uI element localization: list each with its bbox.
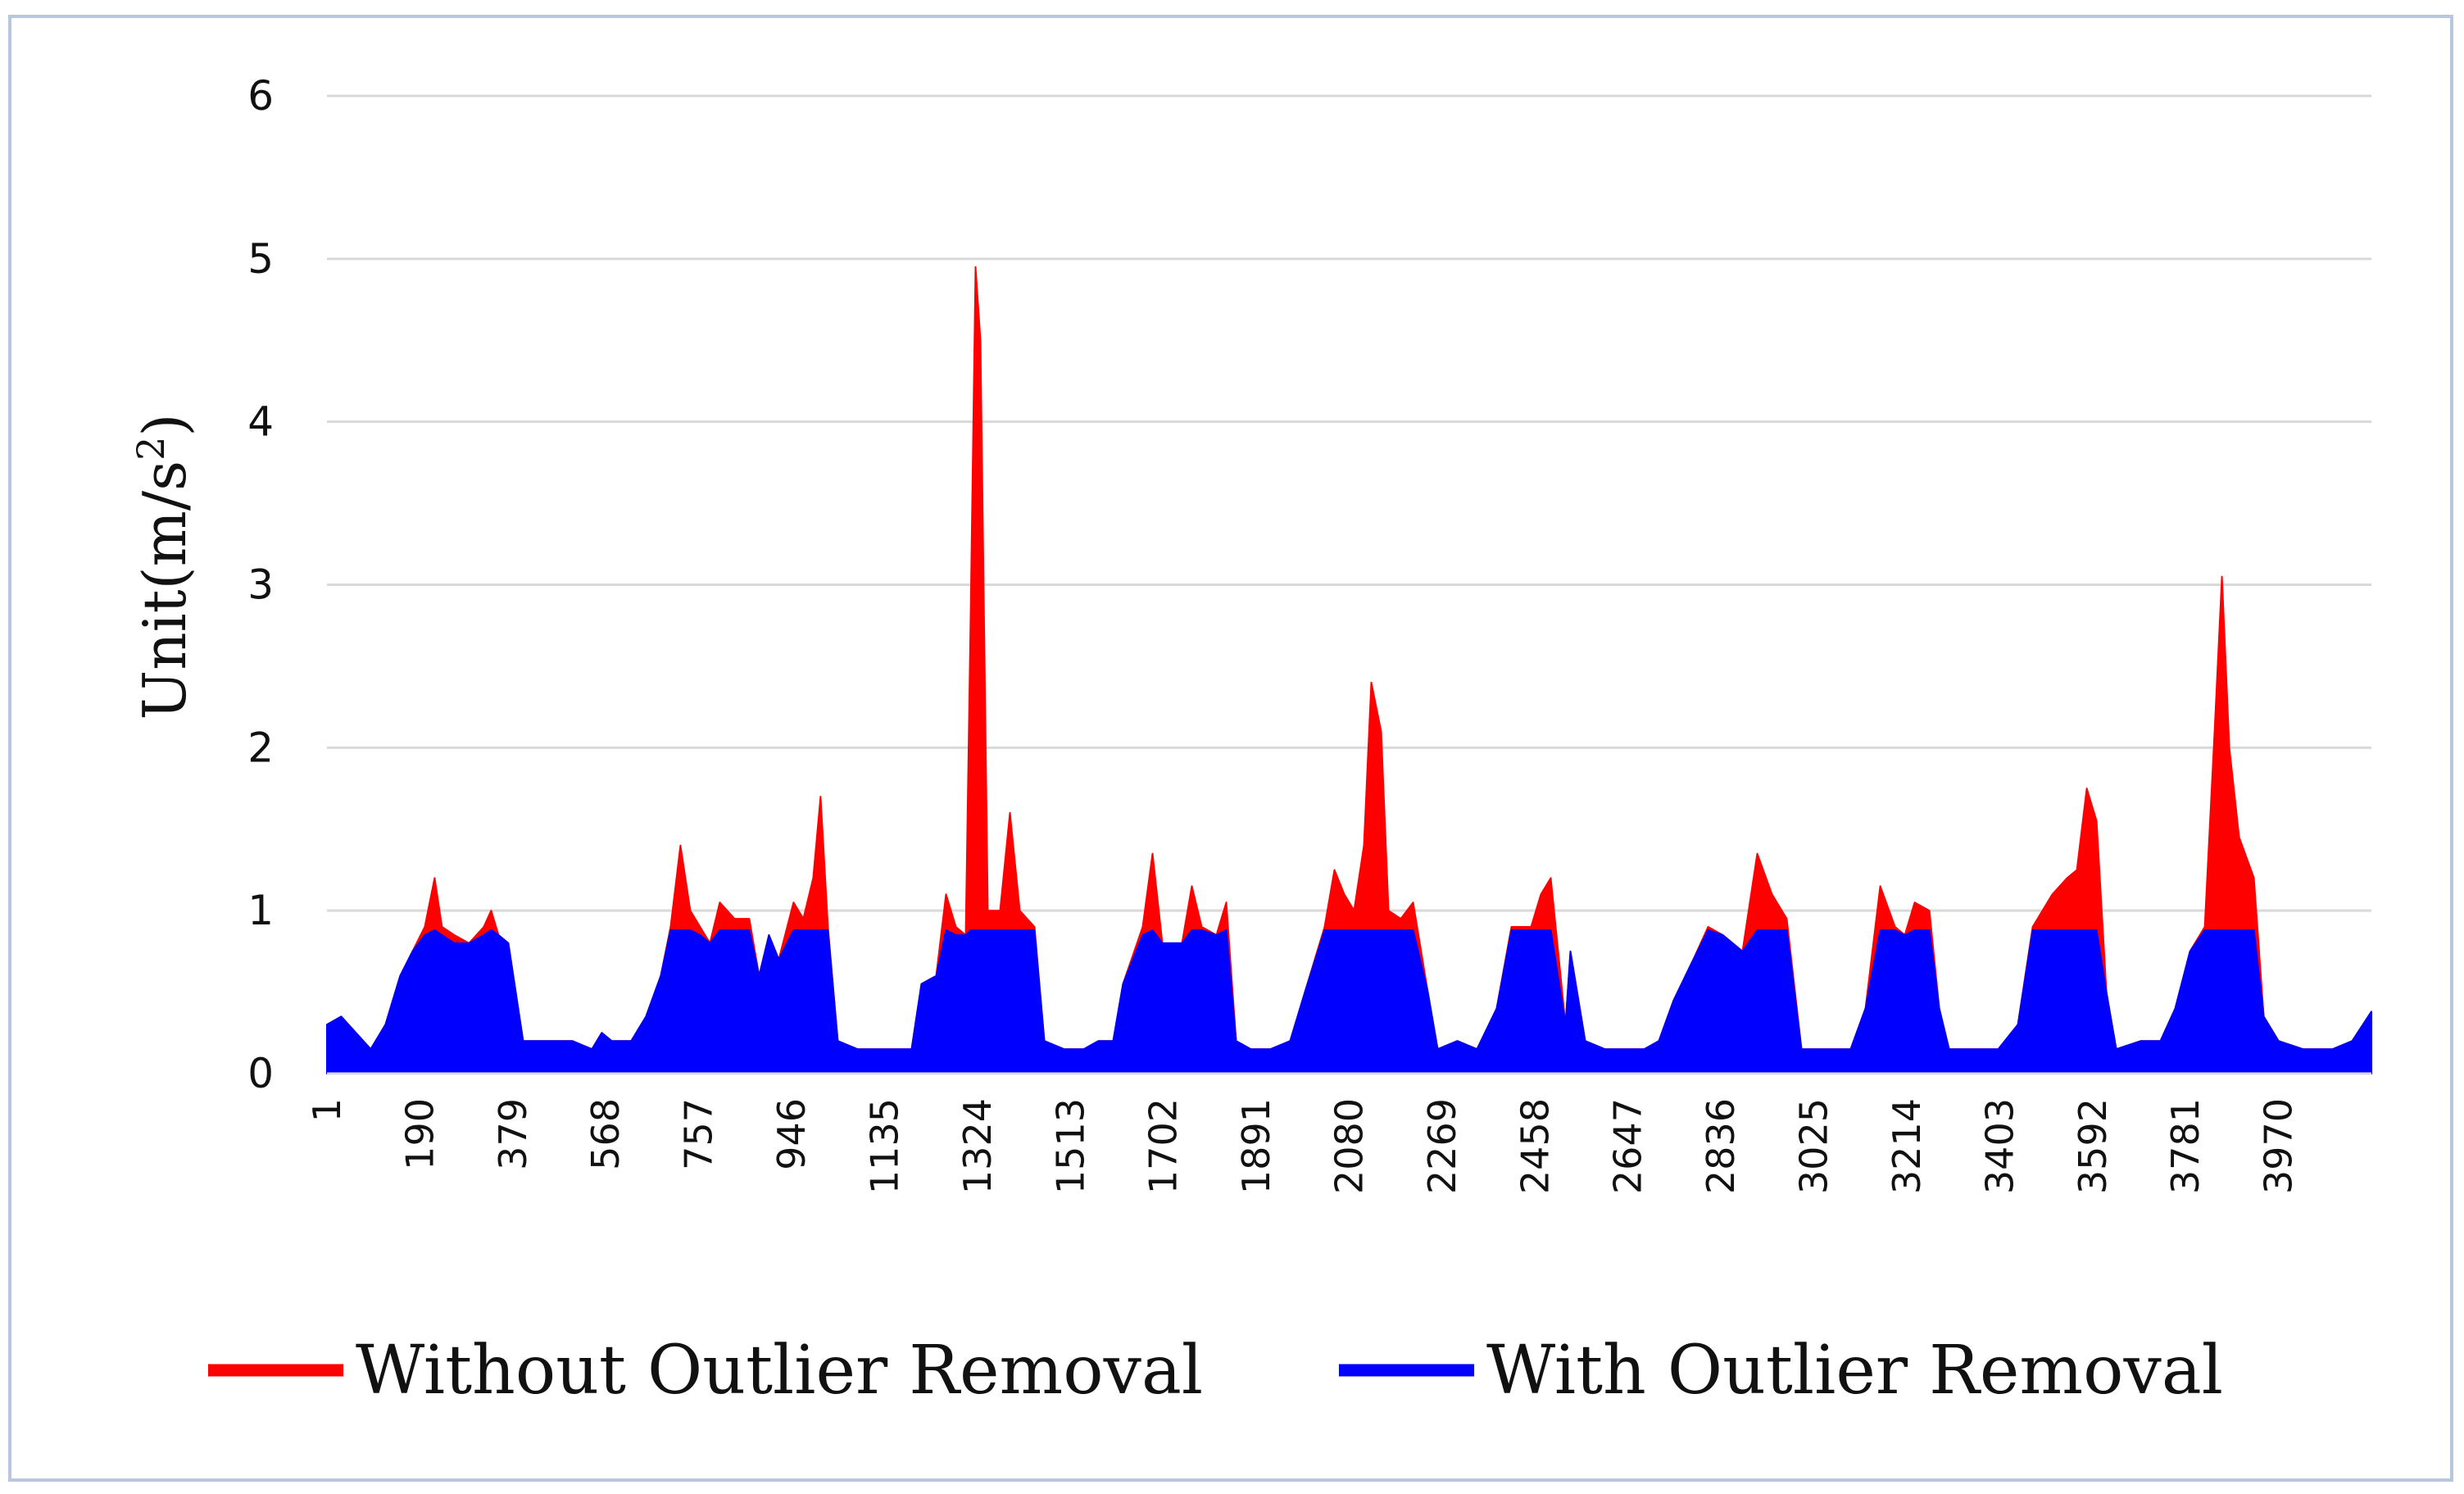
area-chart: 0 1 2 3 4 5 6 1 190 379 568 757 946 1135 1324 1513 1702… <box>129 72 2372 1410</box>
y-tick-label: 1 <box>247 887 274 934</box>
x-tick-label: 3403 <box>1977 1098 2022 1194</box>
gridlines <box>327 94 2371 912</box>
y-tick-label: 5 <box>247 235 274 283</box>
y-tick-label: 2 <box>247 724 274 771</box>
series-area-with-outlier-removal <box>326 929 2372 1074</box>
y-axis-title: Unit(m/s2) <box>129 414 199 720</box>
x-tick-label: 3214 <box>1885 1098 1929 1194</box>
x-tick-label: 379 <box>491 1098 535 1170</box>
x-tick-label: 2080 <box>1327 1098 1372 1194</box>
x-tick-label: 3781 <box>2163 1098 2208 1194</box>
x-tick-label: 2269 <box>1420 1098 1464 1194</box>
legend-label: Without Outlier Removal <box>356 1332 1203 1410</box>
x-tick-label: 757 <box>677 1098 721 1170</box>
x-tick-label: 2458 <box>1513 1098 1557 1194</box>
y-tick-label: 6 <box>247 72 274 120</box>
x-tick-label: 1513 <box>1048 1098 1092 1194</box>
y-tick-label: 4 <box>247 398 274 446</box>
x-tick-label: 190 <box>397 1098 442 1170</box>
x-tick-label: 568 <box>583 1098 628 1170</box>
x-tick-label: 1702 <box>1141 1098 1186 1194</box>
x-tick-label: 3970 <box>2257 1098 2301 1194</box>
x-tick-label: 2647 <box>1606 1098 1650 1194</box>
x-tick-label: 1135 <box>862 1098 906 1194</box>
x-tick-label: 1324 <box>955 1098 1000 1194</box>
x-tick-label: 1891 <box>1234 1098 1278 1194</box>
y-tick-labels: 0 1 2 3 4 5 6 <box>247 72 274 1097</box>
y-tick-label: 3 <box>247 561 274 609</box>
series-areas <box>326 266 2372 1074</box>
y-tick-label: 0 <box>247 1050 274 1097</box>
chart-frame: 0 1 2 3 4 5 6 1 190 379 568 757 946 1135 1324 1513 1702… <box>8 15 2453 1482</box>
x-tick-label: 1 <box>305 1098 349 1122</box>
x-tick-labels: 1 190 379 568 757 946 1135 1324 1513 1702 1891 2080… <box>305 1098 2301 1194</box>
x-tick-label: 3592 <box>2071 1098 2115 1194</box>
legend: Without Outlier Removal With Outlier Remo… <box>208 1332 2223 1410</box>
x-tick-label: 3025 <box>1792 1098 1836 1194</box>
x-tick-label: 2836 <box>1699 1098 1743 1194</box>
x-tick-label: 946 <box>769 1098 814 1170</box>
legend-label: With Outlier Removal <box>1486 1332 2223 1410</box>
